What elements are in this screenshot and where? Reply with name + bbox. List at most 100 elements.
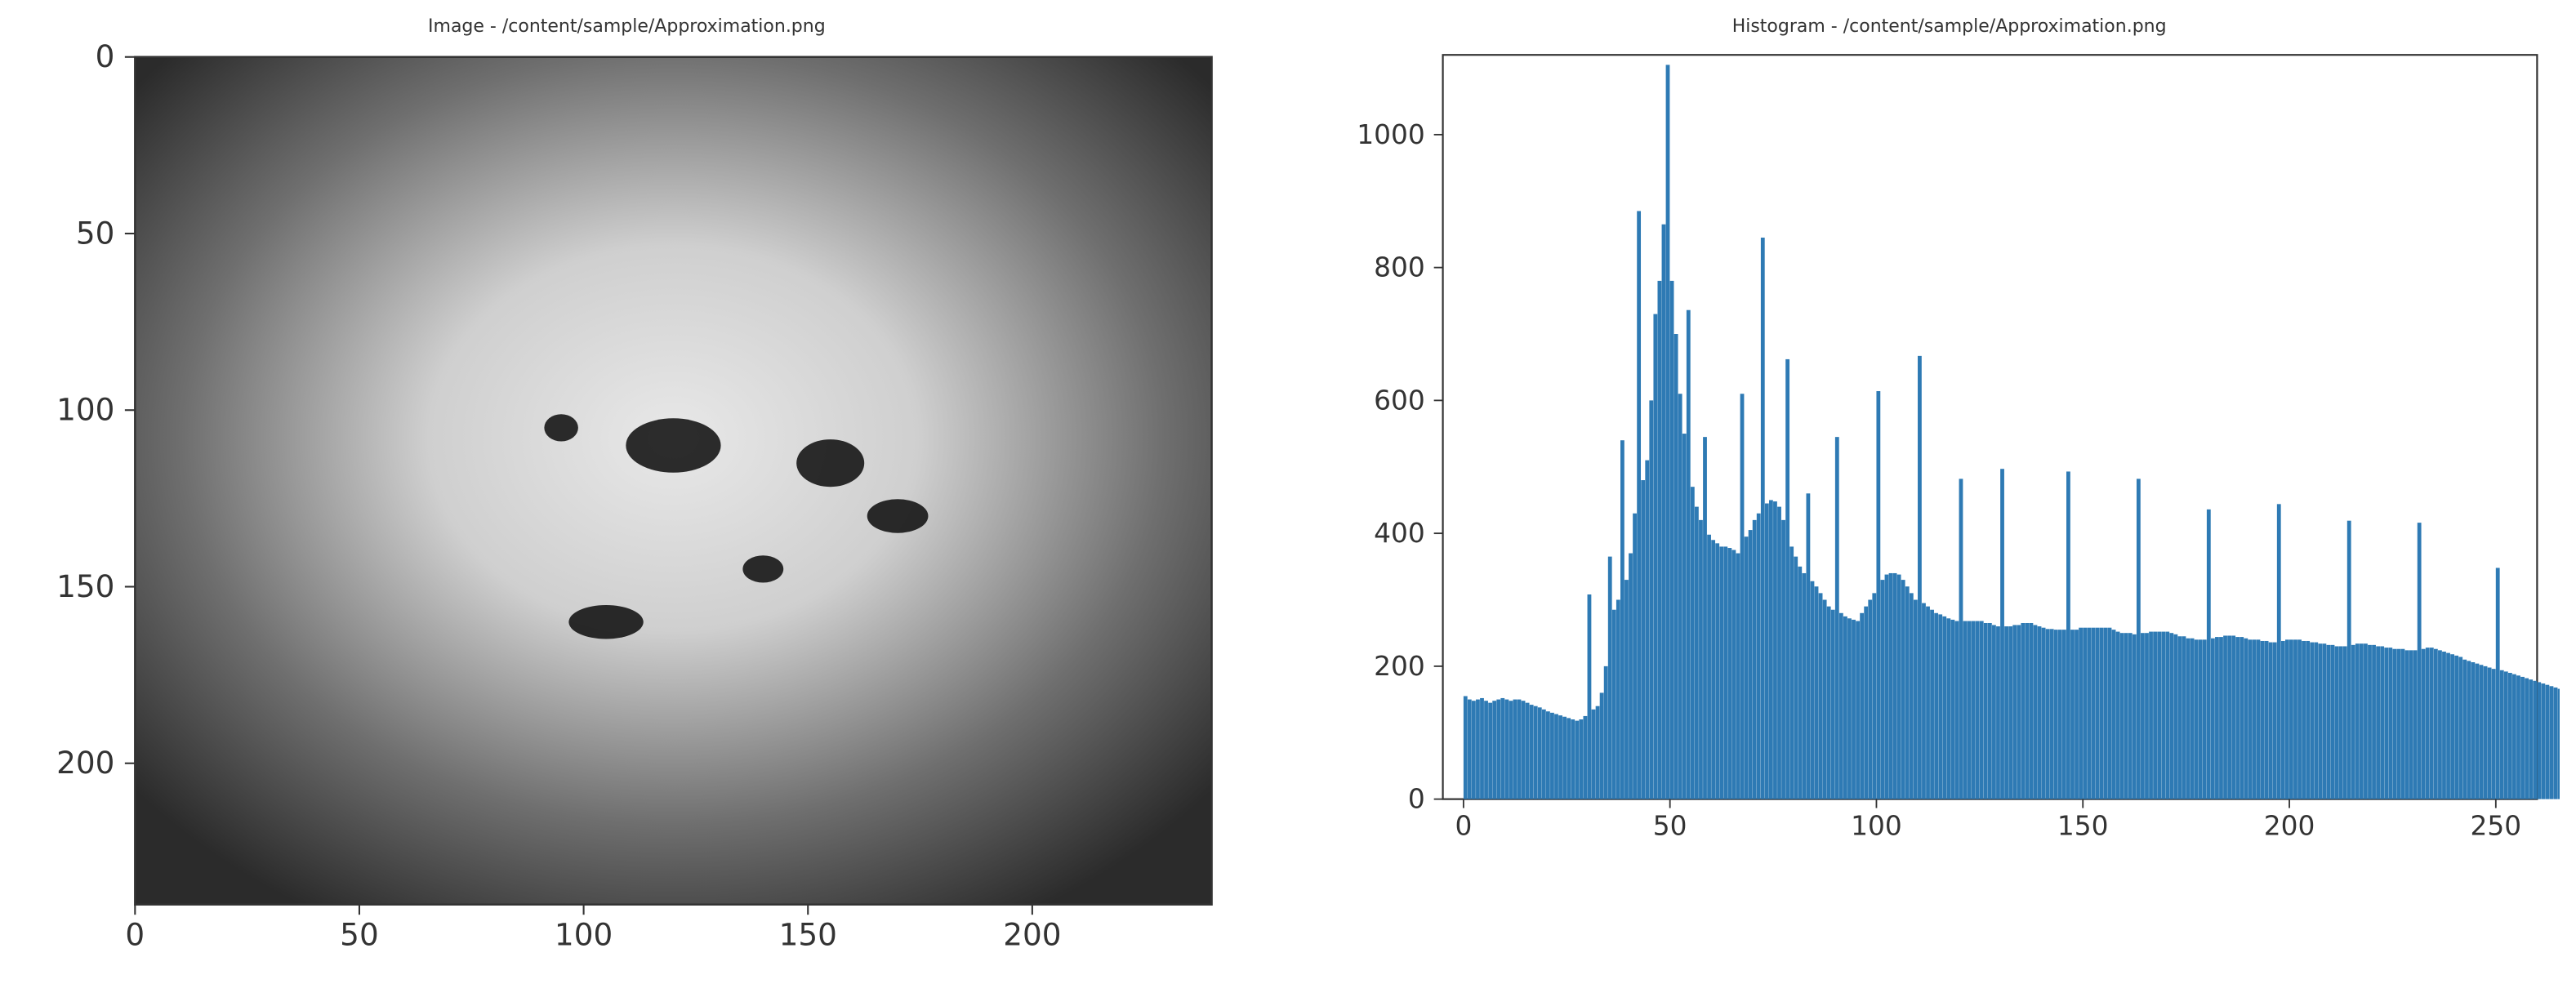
hist-bar [1493, 701, 1497, 799]
hist-bar [2372, 645, 2376, 799]
histogram-panel-title: Histogram - /content/sample/Approximatio… [1339, 16, 2560, 37]
hist-bar [1497, 700, 1501, 799]
hist-bar [1716, 543, 1720, 799]
hist-bar [2297, 639, 2302, 799]
hist-bar [2401, 649, 2405, 799]
hist-bar [1480, 698, 1484, 799]
hist-bar [1777, 507, 1781, 799]
hist-bar [1939, 614, 1943, 799]
hist-bar [2512, 674, 2516, 799]
hist-bar [2405, 650, 2409, 799]
hist-bar [2100, 628, 2104, 799]
hist-bar [2042, 628, 2046, 799]
hist-bar [1922, 603, 1926, 799]
hist-bar [2289, 639, 2293, 799]
hist-bar [2050, 629, 2054, 799]
hist-bar [1600, 692, 1604, 799]
svg-text:50: 50 [340, 917, 379, 953]
hist-bar [1518, 700, 1522, 799]
hist-bar [2389, 648, 2393, 799]
hist-bar [1571, 719, 1575, 799]
hist-bar [1769, 500, 1773, 799]
hist-bar [1488, 703, 1492, 799]
hist-bar [1935, 613, 1939, 799]
hist-bar [1926, 607, 1930, 799]
svg-text:800: 800 [1374, 252, 1425, 283]
hist-bar [2550, 686, 2554, 799]
hist-bar [1881, 580, 1885, 799]
hist-bar [1815, 586, 1819, 799]
hist-bar [1843, 617, 1847, 799]
hist-bar [2178, 636, 2182, 799]
hist-bar [2319, 643, 2323, 799]
svg-text:1000: 1000 [1357, 119, 1425, 150]
hist-bar [2554, 688, 2558, 799]
hist-bar [1980, 621, 1984, 799]
hist-bar [1670, 281, 1674, 799]
hist-bar [1918, 356, 1922, 799]
hist-bar [1546, 711, 1550, 799]
hist-bar [2546, 685, 2550, 799]
hist-bar [1728, 548, 1732, 799]
hist-bar [1786, 359, 1790, 799]
hist-bar [2558, 689, 2560, 799]
hist-bar [1930, 610, 1934, 799]
hist-bar [1707, 535, 1711, 799]
hist-bar [2323, 643, 2327, 799]
hist-bar [2232, 635, 2236, 799]
hist-bar [2360, 643, 2364, 799]
hist-bar [1736, 554, 1740, 799]
hist-bar [2253, 639, 2257, 799]
hist-bar [2166, 632, 2170, 799]
hist-bar [2149, 632, 2153, 799]
hist-bar [1476, 700, 1480, 799]
hist-bar [2257, 639, 2261, 799]
hist-bar [2488, 668, 2492, 799]
svg-text:50: 50 [76, 215, 115, 251]
image-dark-blotch [544, 414, 578, 441]
hist-bar [1501, 698, 1505, 799]
hist-bar [1869, 600, 1873, 799]
hist-bar [1522, 701, 1526, 799]
hist-bar [2418, 523, 2422, 799]
svg-text:0: 0 [1408, 784, 1425, 815]
hist-bar [1745, 536, 1749, 799]
hist-bar [2120, 633, 2124, 799]
hist-bar [2467, 661, 2471, 799]
hist-bar [1662, 225, 1666, 799]
hist-bar [2116, 632, 2120, 799]
hist-bar [2203, 639, 2207, 799]
hist-bar [1596, 706, 1600, 799]
hist-bar [1807, 493, 1811, 799]
hist-bar [2381, 646, 2385, 799]
hist-bar [1992, 625, 1996, 799]
hist-bar [2265, 641, 2269, 799]
hist-bar [2062, 630, 2066, 799]
svg-text:600: 600 [1374, 385, 1425, 416]
hist-bar [1687, 310, 1691, 799]
hist-bar [2170, 633, 2174, 799]
hist-bar [1749, 530, 1753, 799]
hist-bar [2075, 630, 2079, 799]
hist-bar [2195, 639, 2199, 799]
image-dark-blotch [626, 418, 720, 472]
hist-bar [2339, 646, 2343, 799]
hist-bar [1534, 706, 1538, 799]
hist-bar [1575, 721, 1580, 799]
hist-bar [2434, 649, 2438, 799]
figure-row: Image - /content/sample/Approximation.pn… [16, 16, 2560, 990]
hist-bar [2351, 645, 2355, 799]
hist-bar [2542, 683, 2546, 799]
hist-bar [2492, 669, 2496, 799]
hist-bar [1873, 593, 1877, 799]
hist-bar [2000, 469, 2004, 799]
hist-bar [2463, 660, 2467, 799]
hist-bar [1856, 621, 1860, 799]
hist-bar [1847, 618, 1852, 799]
svg-text:150: 150 [2057, 810, 2109, 841]
hist-bar [1910, 593, 1914, 799]
hist-bar [1827, 607, 1831, 799]
image-panel-title: Image - /content/sample/Approximation.pn… [16, 16, 1237, 37]
hist-bar [1897, 575, 1901, 799]
hist-bar [2219, 637, 2223, 799]
